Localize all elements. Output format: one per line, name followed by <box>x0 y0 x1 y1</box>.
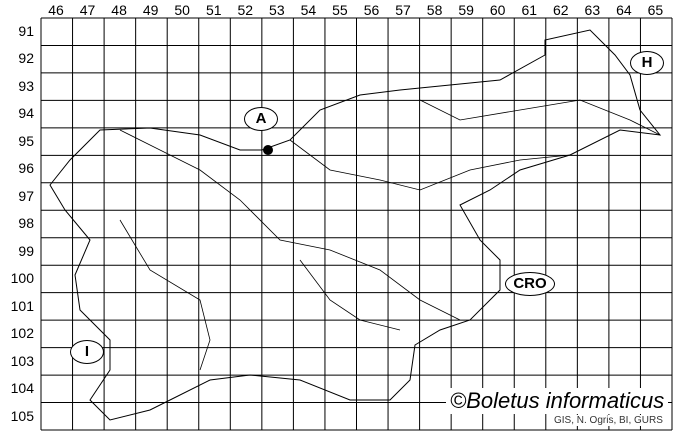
row-label: 94 <box>18 105 34 122</box>
label-austria: A <box>244 107 278 131</box>
row-label: 98 <box>18 215 34 232</box>
column-label: 65 <box>647 2 664 18</box>
river <box>119 129 461 321</box>
row-label: 100 <box>10 270 34 287</box>
column-label: 46 <box>48 2 64 18</box>
label-croatia: CRO <box>505 272 555 296</box>
row-label: 99 <box>18 242 34 259</box>
column-label: 52 <box>237 2 254 18</box>
row-label: 93 <box>18 77 34 94</box>
column-label: 58 <box>426 2 443 18</box>
row-label: 101 <box>10 297 34 314</box>
column-label: 60 <box>489 2 506 18</box>
row-label: 96 <box>18 160 34 177</box>
column-label: 48 <box>111 2 127 18</box>
column-label: 50 <box>174 2 190 18</box>
row-label: 103 <box>10 352 34 369</box>
river <box>419 99 661 136</box>
copyright-text: ©Boletus informaticus <box>446 388 669 414</box>
country-border <box>49 29 662 421</box>
column-label: 47 <box>79 2 96 18</box>
label-hungary: H <box>630 51 664 75</box>
column-label: 56 <box>363 2 380 18</box>
column-label: 55 <box>332 2 348 18</box>
column-label: 59 <box>458 2 474 18</box>
column-label: 64 <box>616 2 632 18</box>
column-label: 61 <box>521 2 538 18</box>
label-italy: I <box>70 340 104 364</box>
row-label: 97 <box>18 187 34 204</box>
river <box>289 139 571 191</box>
row-label: 105 <box>10 407 34 424</box>
column-label: 63 <box>584 2 601 18</box>
row-label: 91 <box>18 23 34 39</box>
column-label: 54 <box>300 2 317 18</box>
river <box>299 259 401 331</box>
row-label: 92 <box>18 50 34 67</box>
row-label: 95 <box>18 132 34 149</box>
river <box>119 219 211 371</box>
credit-text: GIS, N. Ogris, BI, GURS <box>554 415 663 426</box>
column-label: 62 <box>553 2 569 18</box>
column-label: 57 <box>395 2 411 18</box>
record-point <box>263 145 273 155</box>
column-label: 53 <box>269 2 285 18</box>
column-label: 49 <box>142 2 159 18</box>
row-label: 102 <box>10 325 34 342</box>
row-label: 104 <box>10 380 34 397</box>
column-label: 51 <box>205 2 222 18</box>
